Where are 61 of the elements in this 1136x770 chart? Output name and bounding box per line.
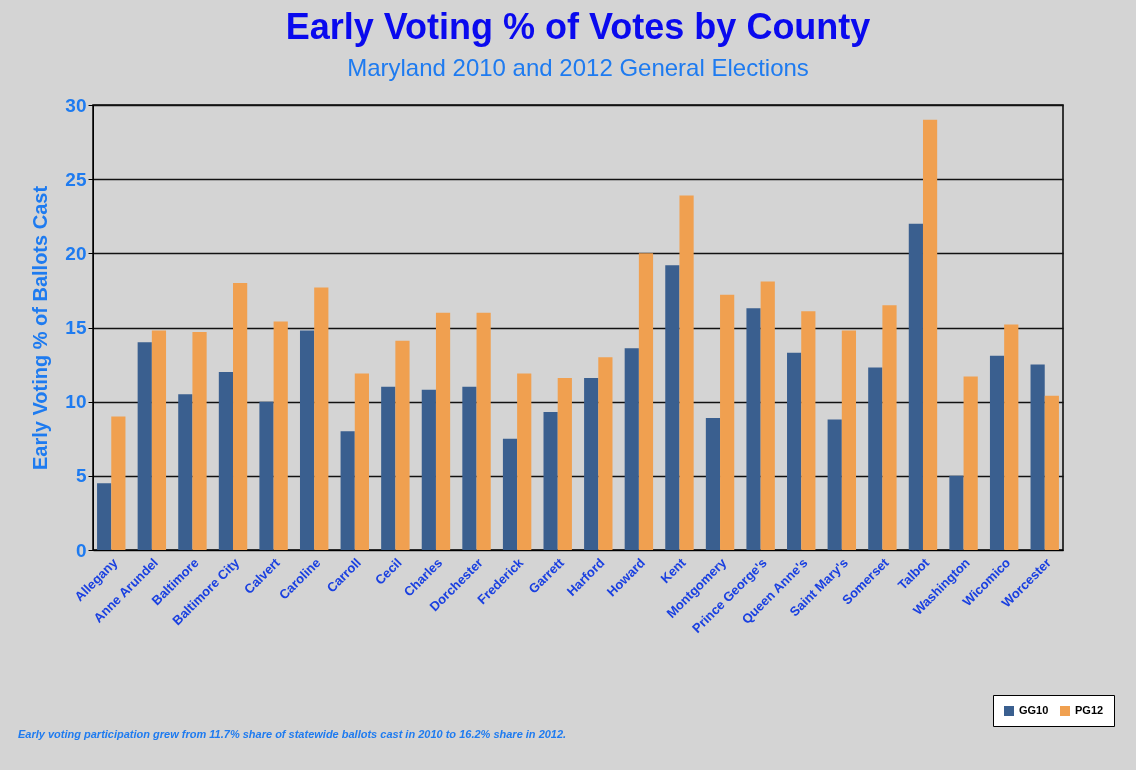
chart-subtitle: Maryland 2010 and 2012 General Elections — [347, 54, 809, 81]
bar — [720, 294, 735, 550]
bar — [192, 331, 207, 550]
bar — [476, 312, 491, 550]
y-tick-label: 15 — [65, 317, 87, 338]
legend-label: PG12 — [1075, 704, 1104, 716]
bar — [882, 305, 897, 550]
bar — [1030, 364, 1045, 550]
bar — [989, 355, 1005, 550]
bar — [421, 389, 436, 550]
bar — [233, 283, 248, 550]
bar — [841, 330, 857, 550]
y-tick-label: 10 — [65, 391, 87, 413]
bar — [1044, 395, 1059, 550]
bar — [868, 367, 883, 550]
text: Early voting participation grew from 11.7% share of statewide ballots cast in 2010 to 16.2% share in 2012. — [18, 728, 567, 740]
bar — [178, 394, 193, 550]
bar — [395, 340, 410, 550]
bar — [435, 312, 451, 550]
bar — [949, 475, 964, 550]
bar — [462, 386, 477, 550]
bar — [908, 223, 923, 550]
y-axis-title: Early Voting % of Ballots Cast — [29, 185, 52, 471]
legend-label: GG10 — [1019, 704, 1049, 716]
bar — [218, 372, 234, 550]
bar — [381, 386, 396, 550]
bar — [354, 373, 369, 550]
bar — [517, 373, 532, 550]
bar — [624, 348, 639, 550]
y-tick-label: 0 — [75, 539, 87, 561]
bar — [259, 401, 274, 550]
bar — [97, 483, 112, 550]
bar — [827, 419, 842, 550]
bar — [963, 376, 978, 550]
bar — [760, 281, 775, 550]
bar — [502, 438, 518, 550]
bar — [922, 119, 938, 550]
bar — [340, 431, 355, 550]
y-tick-label: 25 — [65, 168, 87, 190]
bar — [557, 377, 572, 550]
bar — [638, 253, 654, 550]
bar — [787, 352, 802, 550]
bar — [543, 412, 558, 550]
bar — [705, 417, 721, 550]
bar — [111, 416, 126, 550]
y-tick-label: 5 — [75, 465, 87, 487]
bar — [137, 342, 152, 550]
y-tick-label: 30 — [65, 94, 87, 116]
bar — [746, 308, 761, 550]
bar — [584, 377, 599, 550]
y-tick-label: 20 — [65, 242, 87, 264]
bar — [665, 265, 680, 550]
bar — [679, 195, 694, 550]
bar — [598, 357, 613, 550]
chart-title: Early Voting % of Votes by County — [285, 6, 871, 47]
bar — [314, 287, 329, 550]
bar — [151, 330, 167, 550]
bar — [299, 330, 315, 550]
bar — [273, 321, 288, 550]
bar — [801, 311, 816, 550]
bar — [1004, 324, 1019, 550]
